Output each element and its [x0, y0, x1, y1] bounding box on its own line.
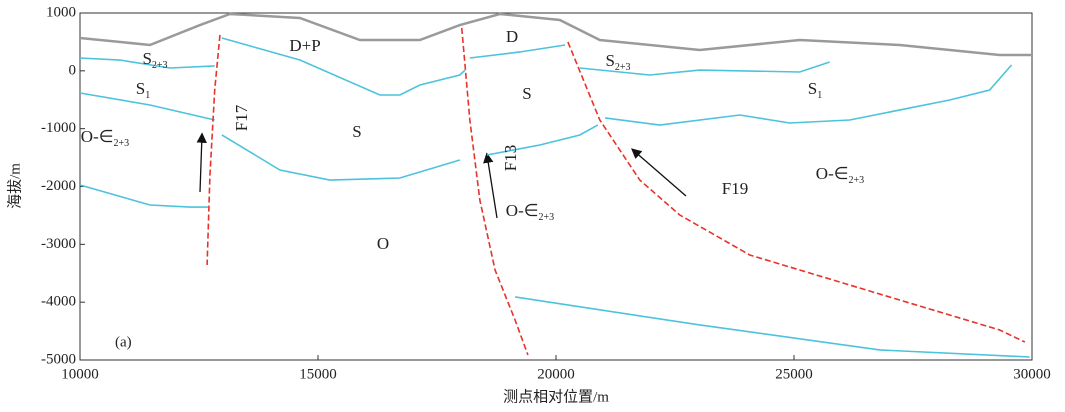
annotation-subscript: 1	[145, 90, 150, 101]
arrows	[200, 135, 686, 218]
fault-line	[462, 28, 528, 355]
annotation-text: S	[522, 84, 531, 103]
annotation: S	[352, 122, 361, 141]
panel-label: (a)	[115, 334, 132, 350]
annotation-text: F13	[501, 145, 520, 171]
arrow	[200, 135, 202, 192]
boundary-line	[515, 297, 1030, 357]
annotation: O-∈2+3	[816, 164, 864, 186]
y-tick-label: -5000	[41, 351, 76, 367]
annotation-text: S	[142, 49, 151, 68]
y-tick-label: 1000	[46, 4, 76, 20]
annotation: O	[377, 234, 389, 253]
x-tick-label: 30000	[1013, 366, 1051, 382]
chart: 测点相对位置/m 海拔/m (a) 1000015000200002500030…	[0, 0, 1065, 412]
annotation-subscript: 1	[817, 90, 822, 101]
x-tick-label: 25000	[775, 366, 813, 382]
annotation-subscript: 2+3	[539, 212, 555, 223]
y-tick-label: 0	[69, 62, 77, 78]
y-tick-label: -4000	[41, 294, 76, 310]
annotation: D	[506, 27, 518, 46]
annotation-subscript: 2+3	[152, 60, 168, 71]
annotation-text: O	[377, 234, 389, 253]
annotation: S2+3	[605, 51, 630, 73]
boundary-line	[80, 14, 1032, 55]
y-axis-label: 海拔/m	[6, 163, 23, 209]
fault-line	[568, 42, 1025, 342]
boundary-line	[470, 45, 565, 58]
arrow	[633, 150, 686, 196]
annotation-subscript: 2+3	[849, 175, 865, 186]
annotation-text: O-∈	[816, 164, 849, 183]
x-tick-label: 15000	[299, 366, 337, 382]
x-tick-label: 20000	[537, 366, 575, 382]
y-tick-label: -2000	[41, 178, 76, 194]
annotation: F19	[722, 179, 748, 198]
x-tick-label: 10000	[61, 366, 99, 382]
annotation: S1	[808, 79, 822, 101]
boundary-line	[80, 185, 208, 207]
annotation: O-∈2+3	[506, 201, 554, 223]
annotation-text: O-∈	[81, 127, 114, 146]
fault-line	[207, 35, 220, 265]
annotation-subscript: 2+3	[114, 138, 130, 149]
annotation-text: O-∈	[506, 201, 539, 220]
boundary-line	[222, 135, 460, 180]
y-tick-label: -1000	[41, 120, 76, 136]
y-tick-label: -3000	[41, 236, 76, 252]
annotation: F13	[501, 145, 520, 171]
annotation: F17	[232, 104, 251, 131]
x-axis-label: 测点相对位置/m	[503, 388, 609, 405]
boundary-line	[222, 38, 465, 95]
annotation-text: S	[808, 79, 817, 98]
annotation: O-∈2+3	[81, 127, 129, 149]
annotation: S	[522, 84, 531, 103]
annotation-text: F19	[722, 179, 748, 198]
annotation-text: D	[506, 27, 518, 46]
annotation-subscript: 2+3	[615, 62, 631, 73]
annotation-text: F17	[232, 104, 251, 131]
annotation: S2+3	[142, 49, 167, 71]
annotation: D+P	[289, 36, 320, 55]
annotation-text: D+P	[289, 36, 320, 55]
arrow	[487, 155, 497, 218]
annotation-text: S	[352, 122, 361, 141]
annotation: S1	[136, 79, 150, 101]
annotation-text: S	[605, 51, 614, 70]
annotation-text: S	[136, 79, 145, 98]
plot-frame	[80, 13, 1032, 360]
